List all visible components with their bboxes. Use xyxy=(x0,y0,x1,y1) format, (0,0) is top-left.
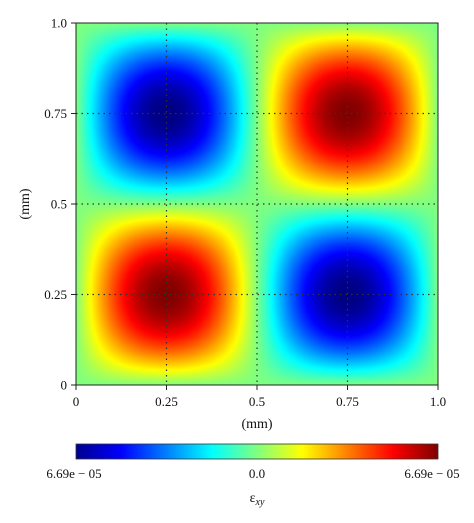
x-axis: 0 0.25 0.5 0.75 1.0 xyxy=(73,385,446,409)
x-axis-title: (mm) xyxy=(241,417,272,432)
y-tick-label: 0.75 xyxy=(44,106,67,121)
x-tick-label: 0.5 xyxy=(249,394,265,409)
colorbar-title-symbol: ε xyxy=(250,491,256,506)
colorbar-title: εxy xyxy=(250,491,265,508)
y-tick-label: 0.5 xyxy=(51,197,67,212)
heatmap-image xyxy=(76,23,438,385)
colorbar-title-subscript: xy xyxy=(255,497,265,508)
colorbar-mid-label: 0.0 xyxy=(249,466,265,481)
x-tick-label: 0 xyxy=(73,394,80,409)
y-tick-label: 0 xyxy=(61,378,68,393)
y-tick-label: 0.25 xyxy=(44,287,67,302)
x-tick-label: 0.75 xyxy=(336,394,359,409)
colorbar-min-label: 6.69e − 05 xyxy=(46,466,101,481)
y-tick-label: 1.0 xyxy=(51,16,67,31)
x-tick-label: 1.0 xyxy=(430,394,446,409)
colorbar-max-label: 6.69e − 05 xyxy=(404,466,459,481)
y-axis-title: (mm) xyxy=(18,188,33,219)
y-axis: 0 0.25 0.5 0.75 1.0 xyxy=(44,16,76,393)
colorbar xyxy=(75,443,439,460)
x-tick-label: 0.25 xyxy=(155,394,178,409)
heatmap-raster xyxy=(76,23,438,385)
